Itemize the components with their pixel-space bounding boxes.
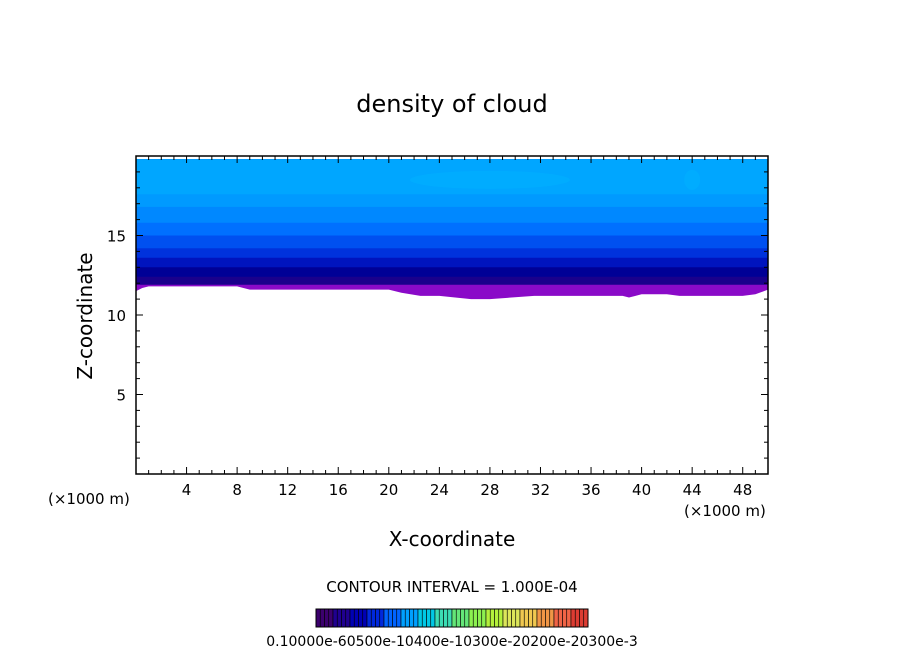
x-unit-left: (×1000 m) — [48, 490, 130, 508]
colorbar-swatch — [481, 608, 487, 628]
colorbar-swatch — [502, 608, 508, 628]
colorbar-swatch — [366, 608, 372, 628]
colorbar-swatch — [349, 608, 355, 628]
colorbar-swatch — [549, 608, 555, 628]
x-tick-label: 48 — [733, 481, 752, 499]
y-tick-label: 10 — [107, 307, 126, 325]
colorbar-swatch — [485, 608, 491, 628]
colorbar-swatch — [375, 608, 381, 628]
x-tick-label: 16 — [329, 481, 348, 499]
colorbar-swatch — [562, 608, 568, 628]
x-tick-label: 24 — [430, 481, 449, 499]
x-tick-label: 4 — [182, 481, 192, 499]
colorbar-swatch — [379, 608, 385, 628]
colorbar-swatch — [523, 608, 529, 628]
colorbar-swatch — [417, 608, 423, 628]
colorbar-swatch — [396, 608, 402, 628]
colorbar-swatch — [370, 608, 376, 628]
colorbar-swatch — [545, 608, 551, 628]
colorbar-swatch — [489, 608, 495, 628]
colorbar-frame — [315, 608, 589, 628]
colorbar-swatch — [315, 608, 321, 628]
chart-title: density of cloud — [356, 90, 547, 118]
x-tick-label: 28 — [480, 481, 499, 499]
colorbar-swatch — [345, 608, 351, 628]
colorbar — [315, 608, 589, 628]
colorbar-swatch — [460, 608, 466, 628]
y-tick-label: 15 — [107, 228, 126, 246]
heatmap-area — [136, 159, 768, 300]
colorbar-swatch — [328, 608, 334, 628]
colorbar-swatch — [574, 608, 580, 628]
colorbar-swatch — [430, 608, 436, 628]
colorbar-swatch — [451, 608, 457, 628]
colorbar-swatch — [494, 608, 500, 628]
colorbar-swatch — [400, 608, 406, 628]
colorbar-swatch — [536, 608, 542, 628]
colorbar-swatch — [319, 608, 325, 628]
colorbar-swatch — [579, 608, 585, 628]
colorbar-swatch — [413, 608, 419, 628]
colorbar-swatch — [455, 608, 461, 628]
colorbar-swatch — [392, 608, 398, 628]
colorbar-swatch — [434, 608, 440, 628]
colorbar-swatch — [324, 608, 330, 628]
colorbar-swatch — [553, 608, 559, 628]
colorbar-swatch — [358, 608, 364, 628]
colorbar-swatch — [511, 608, 517, 628]
colorbar-swatch — [336, 608, 342, 628]
colorbar-swatch — [540, 608, 546, 628]
x-unit-right: (×1000 m) — [684, 502, 766, 520]
colorbar-swatch — [387, 608, 393, 628]
colorbar-swatch — [519, 608, 525, 628]
colorbar-swatch — [506, 608, 512, 628]
y-axis-label: Z-coordinate — [73, 252, 97, 379]
colorbar-swatch — [532, 608, 538, 628]
contour-highlight — [409, 170, 570, 189]
colorbar-swatch — [421, 608, 427, 628]
colorbar-swatch — [443, 608, 449, 628]
y-tick-label: 5 — [116, 387, 126, 405]
colorbar-swatch — [353, 608, 359, 628]
colorbar-swatch — [498, 608, 504, 628]
colorbar-swatch — [447, 608, 453, 628]
colorbar-swatch — [583, 608, 589, 628]
colorbar-swatch — [468, 608, 474, 628]
colorbar-swatch — [528, 608, 534, 628]
colorbar-swatch — [409, 608, 415, 628]
colorbar-swatch — [557, 608, 563, 628]
x-tick-label: 20 — [379, 481, 398, 499]
x-tick-label: 12 — [278, 481, 297, 499]
colorbar-swatch — [341, 608, 347, 628]
colorbar-labels: 0.10000e-60500e-10400e-10300e-20200e-203… — [266, 634, 637, 650]
colorbar-swatch — [472, 608, 478, 628]
colorbar-swatch — [362, 608, 368, 628]
colorbar-swatch — [404, 608, 410, 628]
colorbar-swatch — [464, 608, 470, 628]
colorbar-swatch — [570, 608, 576, 628]
colorbar-swatch — [515, 608, 521, 628]
contour-interval-text: CONTOUR INTERVAL = 1.000E-04 — [326, 578, 577, 596]
x-tick-label: 40 — [632, 481, 651, 499]
x-tick-label: 8 — [232, 481, 242, 499]
colorbar-swatch — [477, 608, 483, 628]
colorbar-swatch — [438, 608, 444, 628]
colorbar-swatch — [332, 608, 338, 628]
x-tick-label: 32 — [531, 481, 550, 499]
colorbar-swatch — [566, 608, 572, 628]
x-axis-label: X-coordinate — [389, 527, 516, 551]
x-tick-label: 36 — [581, 481, 600, 499]
contour-highlight — [684, 169, 701, 190]
colorbar-swatch — [383, 608, 389, 628]
colorbar-swatch — [426, 608, 432, 628]
x-tick-label: 44 — [683, 481, 702, 499]
